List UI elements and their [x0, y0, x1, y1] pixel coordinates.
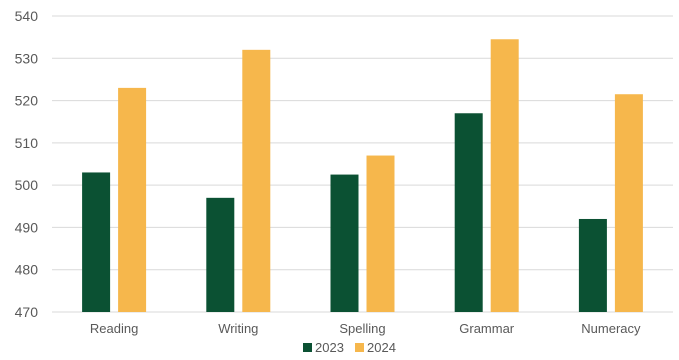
gridlines — [52, 15, 673, 313]
legend: 2023 2024 — [303, 340, 396, 355]
y-tick-label: 540 — [15, 8, 39, 24]
x-category-label: Grammar — [459, 321, 515, 336]
y-tick-label: 520 — [15, 93, 39, 109]
bar-grammar-2024 — [490, 39, 519, 312]
y-tick-label: 530 — [15, 50, 39, 66]
x-category-label: Spelling — [339, 321, 385, 336]
x-axis-category-labels: Reading Writing Spelling Grammar Numeracy — [90, 321, 641, 336]
bar-reading-2023 — [82, 172, 111, 312]
y-tick-label: 510 — [15, 135, 39, 151]
x-category-label: Reading — [90, 321, 138, 336]
bar-grammar-2023 — [454, 113, 483, 312]
bar-writing-2023 — [206, 197, 235, 312]
bar-spelling-2023 — [330, 174, 359, 312]
bars — [82, 39, 643, 312]
bar-numeracy-2023 — [578, 218, 607, 312]
legend-swatch-2023 — [303, 343, 312, 352]
legend-label: 2024 — [367, 340, 396, 355]
bar-reading-2024 — [118, 87, 147, 312]
y-tick-label: 500 — [15, 177, 39, 193]
bar-spelling-2024 — [366, 155, 395, 312]
y-axis-tick-labels: 470 480 490 500 510 520 530 540 — [15, 8, 39, 320]
legend-label: 2023 — [315, 340, 344, 355]
x-category-label: Numeracy — [581, 321, 641, 336]
bar-writing-2024 — [242, 49, 271, 312]
y-tick-label: 480 — [15, 262, 39, 278]
y-tick-label: 490 — [15, 219, 39, 235]
bar-numeracy-2024 — [614, 94, 643, 312]
y-tick-label: 470 — [15, 304, 39, 320]
legend-swatch-2024 — [355, 343, 364, 352]
x-category-label: Writing — [218, 321, 258, 336]
